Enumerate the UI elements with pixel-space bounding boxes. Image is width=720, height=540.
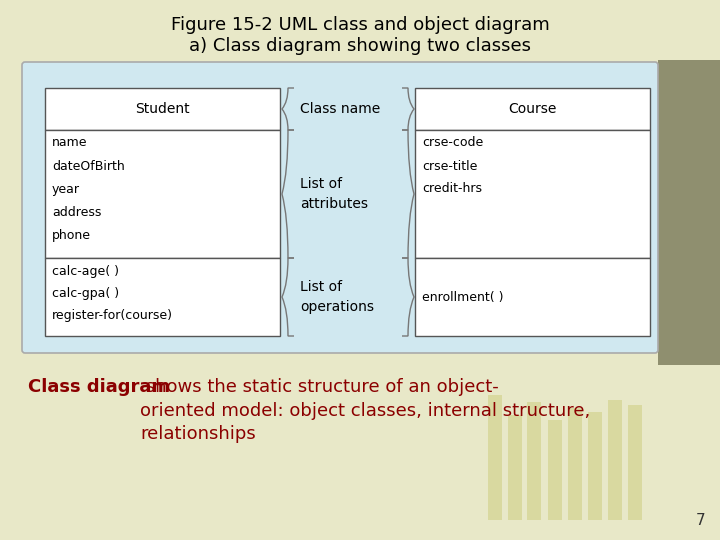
Bar: [45, 88, 280, 130]
Text: Class name: Class name: [300, 102, 380, 116]
Text: year: year: [52, 183, 80, 195]
Text: address: address: [52, 206, 102, 219]
Text: dateOfBirth: dateOfBirth: [52, 159, 125, 172]
Text: List of
operations: List of operations: [300, 280, 374, 314]
Text: phone: phone: [52, 228, 91, 241]
Bar: [415, 88, 650, 130]
Text: crse-code: crse-code: [422, 137, 483, 150]
Bar: [488, 395, 502, 520]
Bar: [548, 420, 562, 520]
Bar: [415, 130, 650, 258]
FancyBboxPatch shape: [22, 62, 658, 353]
Text: enrollment( ): enrollment( ): [422, 291, 503, 303]
Text: credit-hrs: credit-hrs: [422, 183, 482, 195]
Bar: [415, 258, 650, 336]
Bar: [588, 412, 602, 520]
Bar: [508, 415, 522, 520]
Text: name: name: [52, 137, 88, 150]
Text: calc-age( ): calc-age( ): [52, 265, 119, 278]
Bar: [527, 402, 541, 520]
Text: 7: 7: [696, 513, 705, 528]
Bar: [658, 60, 720, 365]
Text: shows the static structure of an object-
oriented model: object classes, interna: shows the static structure of an object-…: [140, 378, 590, 443]
Bar: [628, 405, 642, 520]
Text: crse-title: crse-title: [422, 159, 477, 172]
Bar: [45, 258, 280, 336]
Bar: [608, 400, 622, 520]
Text: Class diagram: Class diagram: [28, 378, 170, 396]
Text: register-for(course): register-for(course): [52, 308, 173, 321]
Bar: [568, 408, 582, 520]
Bar: [45, 130, 280, 258]
Text: Course: Course: [508, 102, 557, 116]
Text: Student: Student: [135, 102, 190, 116]
Text: Figure 15-2 UML class and object diagram: Figure 15-2 UML class and object diagram: [171, 16, 549, 34]
Text: a) Class diagram showing two classes: a) Class diagram showing two classes: [189, 37, 531, 55]
Text: calc-gpa( ): calc-gpa( ): [52, 287, 119, 300]
Text: List of
attributes: List of attributes: [300, 177, 368, 211]
